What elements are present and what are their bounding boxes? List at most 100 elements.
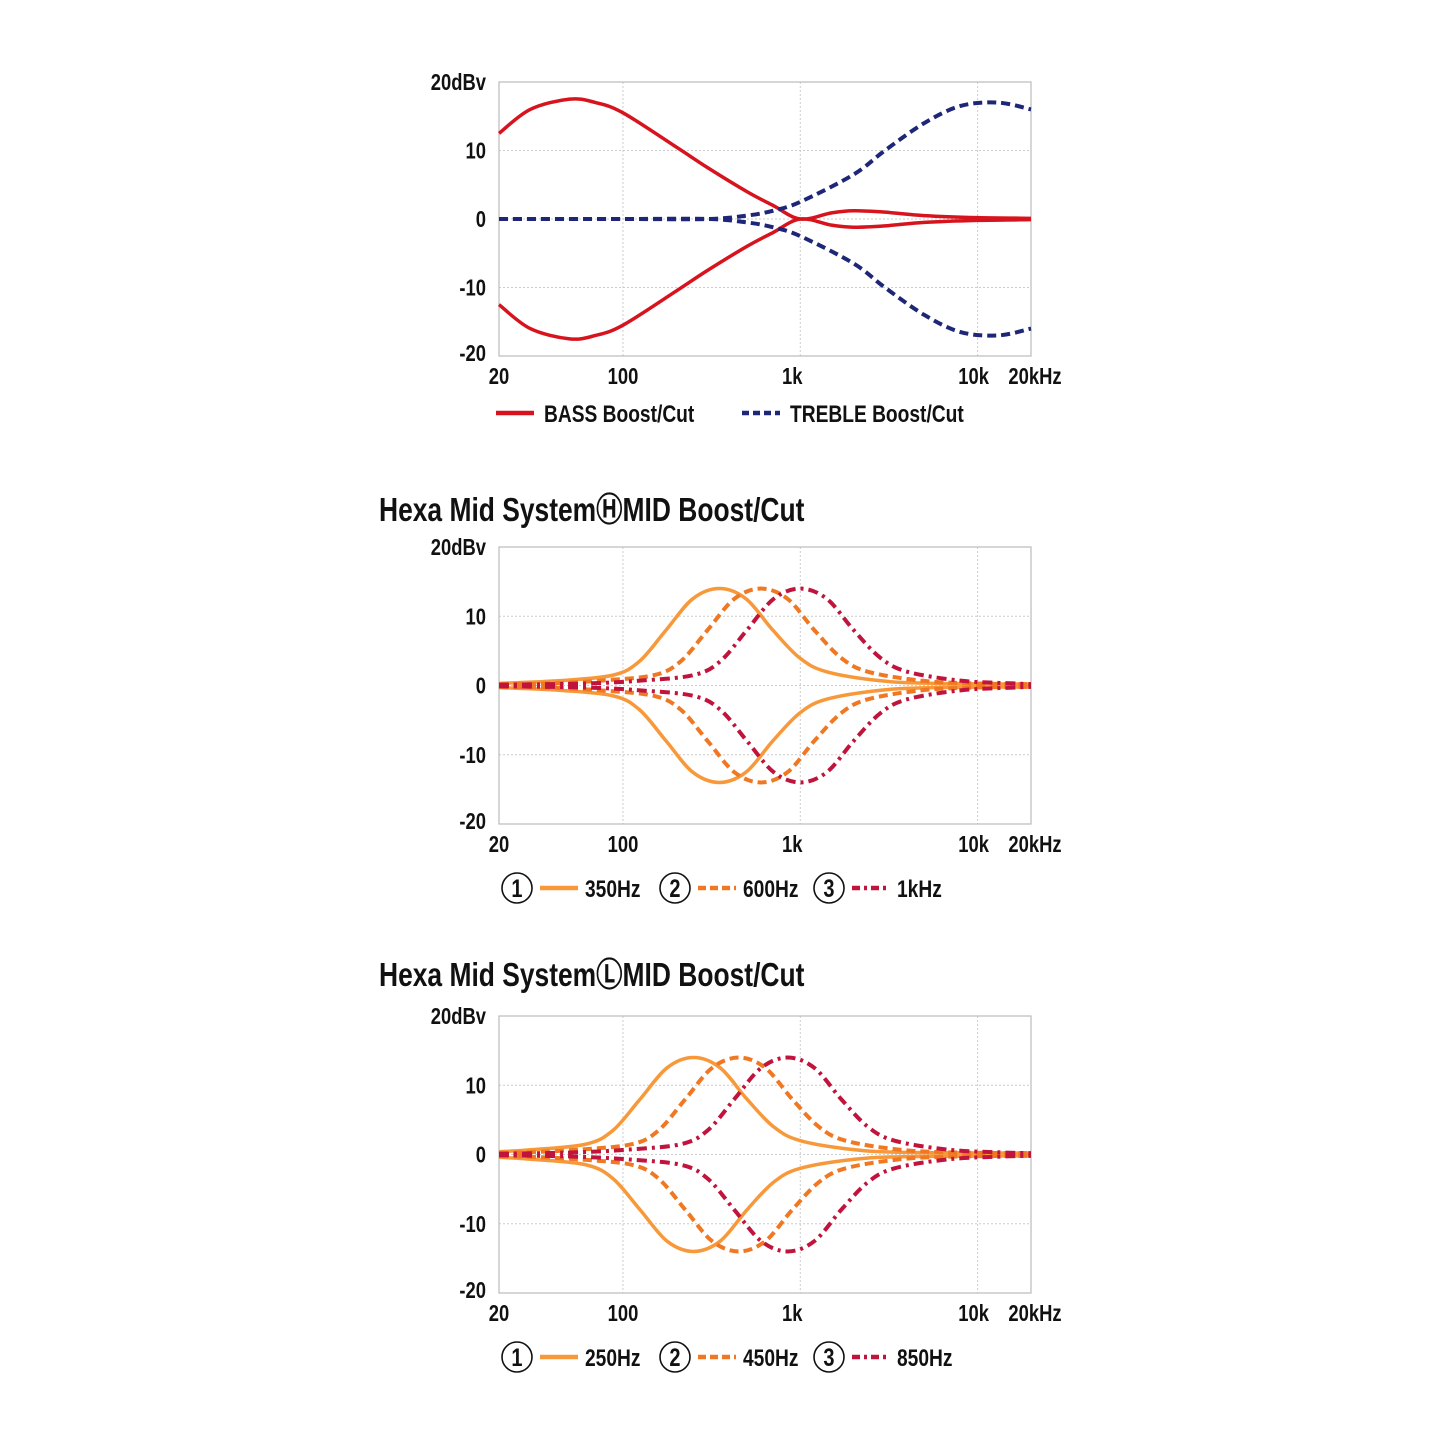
x-tick-label-group: 10k <box>958 1301 989 1326</box>
x-tick-label: 20 <box>489 364 509 389</box>
x-tick-label-group: 100 <box>608 1301 639 1326</box>
series-line-250hz-cut <box>498 1154 1032 1254</box>
legend-number-group: 2 <box>669 875 680 903</box>
legend-label-group: 600Hz <box>743 875 799 903</box>
y-tick-label-group: 10 <box>466 139 486 164</box>
x-tick-label: 100 <box>608 364 639 389</box>
legend-number: 3 <box>823 875 834 903</box>
legend-number: 3 <box>823 1344 834 1372</box>
legend-number: 2 <box>669 1344 680 1372</box>
x-tick-label: 1k <box>782 832 803 857</box>
series-line-250hz-boost <box>498 1055 1032 1155</box>
series-line-600hz-boost <box>498 586 1032 687</box>
chart-title-l-mid: Hexa Mid SystemⓁMID Boost/Cut <box>379 956 805 993</box>
y-tick-label-group: 20dBv <box>431 1004 487 1029</box>
y-tick-label: -10 <box>459 1212 486 1237</box>
y-tick-label-group: 0 <box>476 1143 486 1168</box>
legend-label-group: 1kHz <box>897 875 942 903</box>
y-tick-label-group: -20 <box>459 809 486 834</box>
y-tick-label-group: 10 <box>466 604 486 629</box>
chart-title-h-mid: Hexa Mid SystemⒽMID Boost/Cut <box>379 491 805 528</box>
y-tick-label: 10 <box>466 139 486 164</box>
y-tick-label-group: 20dBv <box>431 535 487 560</box>
y-tick-label: 20dBv <box>431 535 487 560</box>
y-tick-label-group: 0 <box>476 207 486 232</box>
series-line-450hz-cut <box>498 1153 1032 1254</box>
legend-label-group: 350Hz <box>585 875 641 903</box>
y-tick-label: -20 <box>459 1278 486 1303</box>
series-line-350hz-boost <box>498 586 1032 686</box>
y-tick-label-group: -20 <box>459 341 486 366</box>
x-tick-label: 20kHz <box>1008 832 1061 857</box>
legend-number: 1 <box>511 1344 522 1372</box>
series-line-600hz-cut <box>498 684 1032 785</box>
legend-label: 1kHz <box>897 875 942 903</box>
series-line-850hz-cut <box>498 1153 1032 1254</box>
y-tick-label: 10 <box>466 1073 486 1098</box>
y-tick-label: 0 <box>476 207 486 232</box>
y-tick-label: 10 <box>466 604 486 629</box>
legend-number-group: 3 <box>823 1344 834 1372</box>
legend-number-group: 1 <box>511 1344 522 1372</box>
y-tick-label-group: -10 <box>459 276 486 301</box>
y-tick-label-group: -20 <box>459 1278 486 1303</box>
x-tick-label-group: 100 <box>608 832 639 857</box>
legend-label: TREBLE Boost/Cut <box>790 400 964 428</box>
legend-label-group: BASS Boost/Cut <box>544 400 694 428</box>
series-line-1khz-cut <box>498 684 1032 785</box>
legend-number-circle <box>659 872 691 904</box>
y-tick-label-group: 20dBv <box>431 70 487 95</box>
legend-number-group: 2 <box>669 1344 680 1372</box>
x-tick-label-group: 20kHz <box>1008 832 1061 857</box>
legend-number-circle <box>501 872 533 904</box>
legend-number-group: 3 <box>823 875 834 903</box>
x-tick-label: 100 <box>608 832 639 857</box>
y-tick-label: -20 <box>459 809 486 834</box>
x-tick-label: 1k <box>782 1301 803 1326</box>
x-tick-label: 20 <box>489 1301 509 1326</box>
x-tick-label: 10k <box>958 1301 989 1326</box>
y-tick-label: 20dBv <box>431 70 487 95</box>
legend-label-group: 850Hz <box>897 1344 953 1372</box>
y-tick-label-group: 0 <box>476 674 486 699</box>
plot-frame <box>498 546 1032 825</box>
x-tick-label: 1k <box>782 364 803 389</box>
legend-label: 350Hz <box>585 875 641 903</box>
legend-label-group: 250Hz <box>585 1344 641 1372</box>
y-tick-label-group: -10 <box>459 1212 486 1237</box>
x-tick-label-group: 1k <box>782 1301 803 1326</box>
legend-number-circle <box>659 1341 691 1373</box>
y-tick-label-group: -10 <box>459 743 486 768</box>
x-tick-label-group: 10k <box>958 364 989 389</box>
series-line-1khz-boost <box>498 586 1032 687</box>
y-tick-label: 0 <box>476 674 486 699</box>
legend-label-group: 450Hz <box>743 1344 799 1372</box>
legend-number-circle <box>501 1341 533 1373</box>
x-tick-label-group: 1k <box>782 364 803 389</box>
legend-label: 850Hz <box>897 1344 953 1372</box>
legend-number-circle <box>813 1341 845 1373</box>
x-tick-label: 10k <box>958 364 989 389</box>
series-line-350hz-cut <box>498 685 1032 785</box>
series-line-450hz-boost <box>498 1055 1032 1156</box>
x-tick-label: 100 <box>608 1301 639 1326</box>
x-tick-label-group: 1k <box>782 832 803 857</box>
x-tick-label-group: 20 <box>489 832 509 857</box>
x-tick-label: 20 <box>489 832 509 857</box>
legend-label: BASS Boost/Cut <box>544 400 694 428</box>
legend-number-group: 1 <box>511 875 522 903</box>
y-tick-label-group: 10 <box>466 1073 486 1098</box>
legend-label: 600Hz <box>743 875 799 903</box>
x-tick-label-group: 20kHz <box>1008 1301 1061 1326</box>
legend-number: 1 <box>511 875 522 903</box>
x-tick-label: 20kHz <box>1008 1301 1061 1326</box>
y-tick-label: 0 <box>476 1143 486 1168</box>
x-tick-label: 10k <box>958 832 989 857</box>
x-tick-label: 20kHz <box>1008 364 1061 389</box>
series-line-850hz-boost <box>498 1055 1032 1156</box>
y-tick-label: -10 <box>459 276 486 301</box>
